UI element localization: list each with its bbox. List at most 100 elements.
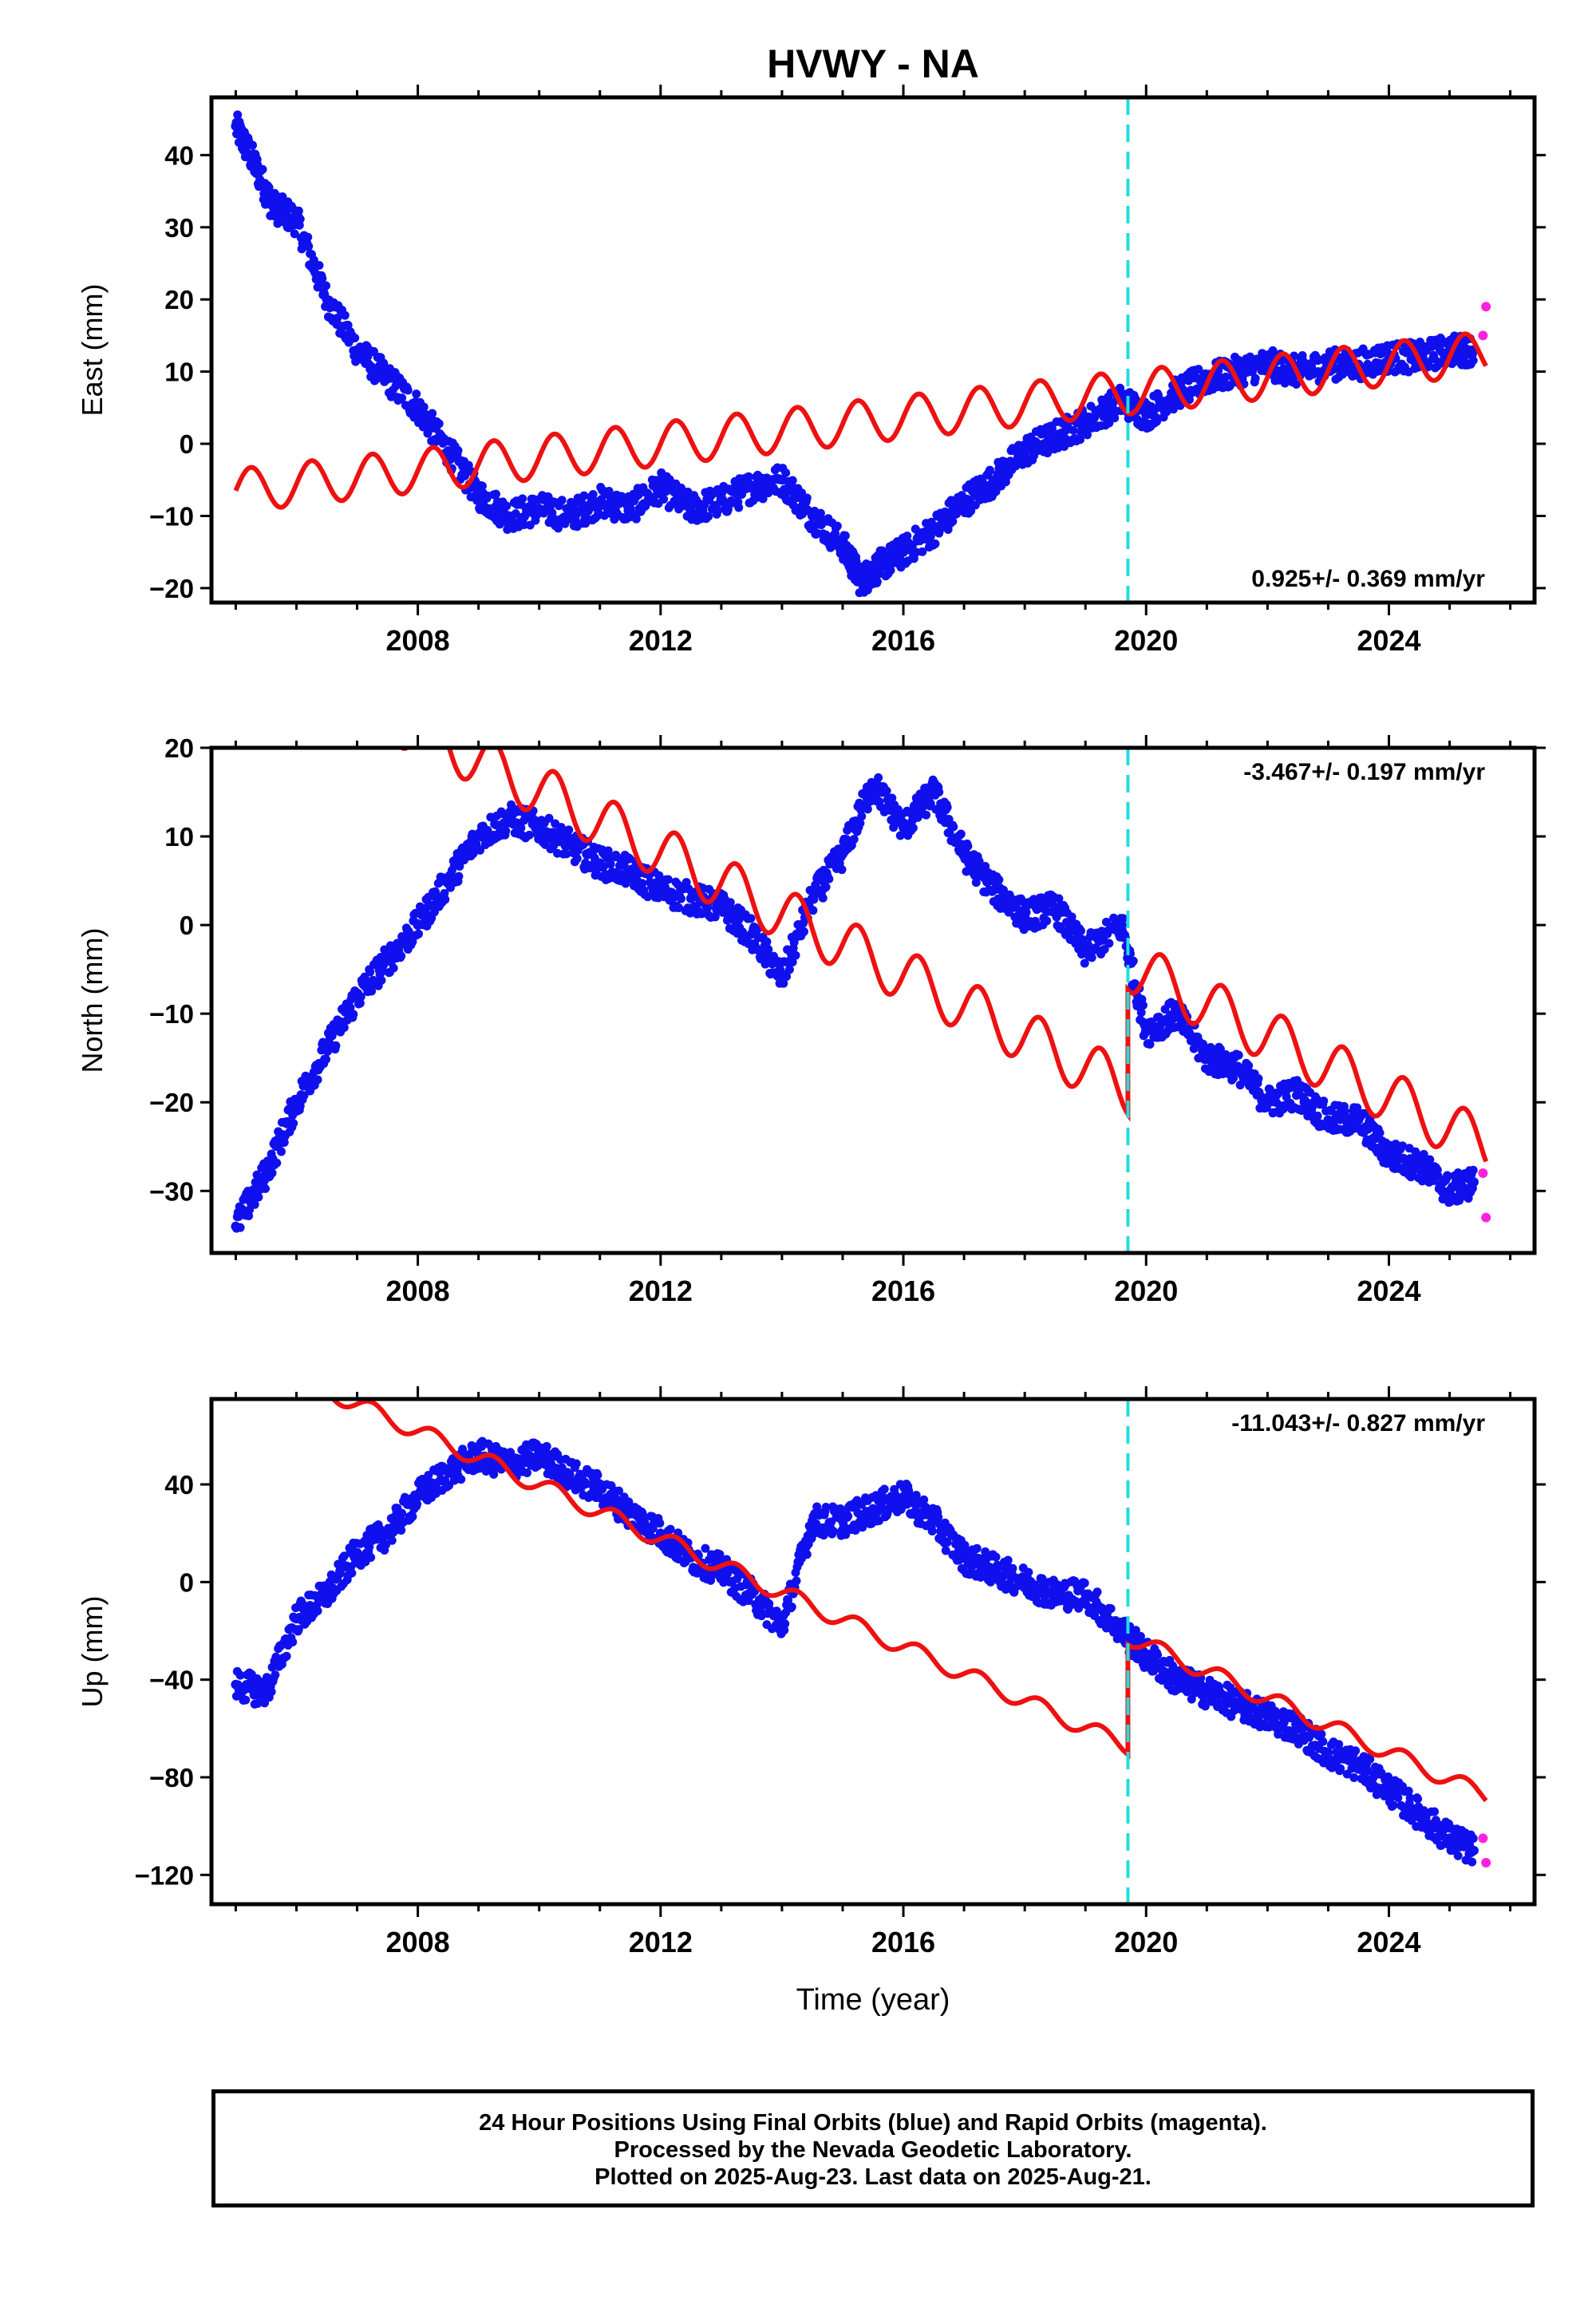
final-orbit-point: [1291, 380, 1301, 389]
final-orbit-point: [1419, 1149, 1428, 1159]
final-orbit-point: [1340, 1106, 1349, 1116]
final-orbit-point: [1138, 1001, 1148, 1010]
final-orbit-point: [424, 1470, 433, 1480]
final-orbit-series: [231, 773, 1479, 1233]
velocity-label: 0.925+/- 0.369 mm/yr: [1251, 566, 1485, 592]
final-orbit-point: [288, 1637, 298, 1646]
final-orbit-point: [780, 1619, 790, 1629]
final-orbit-point: [313, 1606, 322, 1615]
final-orbit-point: [927, 1527, 937, 1536]
final-orbit-point: [1008, 1563, 1017, 1573]
final-orbit-point: [872, 577, 882, 587]
final-orbit-point: [746, 914, 756, 923]
final-orbit-point: [264, 183, 274, 192]
final-orbit-point: [1318, 1737, 1328, 1746]
final-orbit-point: [654, 871, 664, 880]
final-orbit-point: [492, 489, 501, 499]
final-orbit-point: [1080, 958, 1089, 968]
final-orbit-point: [322, 1054, 331, 1064]
final-orbit-point: [1110, 413, 1120, 423]
final-orbit-point: [812, 1502, 822, 1512]
final-orbit-point: [762, 937, 772, 947]
final-orbit-point: [1076, 435, 1085, 445]
final-orbit-point: [1145, 1039, 1155, 1049]
x-tick-label: 2016: [871, 624, 935, 657]
final-orbit-point: [1116, 383, 1125, 393]
final-orbit-point: [887, 793, 897, 803]
final-orbit-point: [366, 1552, 376, 1562]
final-orbit-point: [272, 1158, 282, 1168]
plot-area: [231, 1399, 1491, 1868]
final-orbit-point: [829, 1527, 839, 1536]
model-fit-line: [398, 748, 1489, 1163]
model-fit-line: [233, 331, 1488, 510]
final-orbit-point: [1118, 914, 1128, 923]
final-orbit-point: [571, 1459, 581, 1468]
x-tick-label: 2012: [629, 624, 693, 657]
final-orbit-point: [1128, 956, 1138, 966]
final-orbit-point: [799, 927, 808, 936]
final-orbit-point: [1235, 1081, 1245, 1090]
final-orbit-point: [440, 895, 450, 904]
final-orbit-point: [1168, 405, 1178, 414]
final-orbit-point: [874, 773, 883, 782]
final-orbit-point: [294, 1625, 303, 1634]
final-orbit-point: [1375, 1128, 1385, 1138]
final-orbit-point: [333, 313, 342, 322]
final-orbit-point: [1042, 916, 1052, 926]
final-orbit-point: [260, 1184, 270, 1193]
y-tick-label: −10: [149, 999, 194, 1029]
final-orbit-series: [231, 1437, 1479, 1867]
final-orbit-point: [1136, 1008, 1146, 1018]
x-tick-label: 2008: [386, 624, 450, 657]
final-orbit-point: [971, 878, 981, 887]
final-orbit-point: [843, 1512, 853, 1521]
final-orbit-point: [339, 1023, 349, 1033]
final-orbit-point: [593, 1470, 602, 1480]
final-orbit-point: [1003, 1555, 1013, 1565]
panel-frame: [209, 745, 1537, 1255]
final-orbit-point: [347, 1568, 357, 1578]
y-tick-label: −20: [149, 1088, 194, 1117]
x-tick-label: 2020: [1114, 1275, 1178, 1307]
final-orbit-point: [1433, 1172, 1443, 1181]
x-tick-label: 2016: [871, 1275, 935, 1307]
y-tick-label: 30: [164, 213, 194, 243]
final-orbit-point: [926, 799, 935, 808]
y-tick-label: −30: [149, 1176, 194, 1206]
final-orbit-point: [619, 860, 629, 870]
final-orbit-point: [289, 1119, 298, 1128]
final-orbit-point: [1092, 1587, 1102, 1597]
final-orbit-point: [304, 242, 314, 251]
final-orbit-point: [941, 1546, 950, 1555]
final-orbit-point: [784, 965, 794, 974]
final-orbit-point: [782, 971, 792, 981]
final-orbit-point: [1323, 1748, 1333, 1758]
final-orbit-point: [840, 531, 850, 540]
plot-area: [231, 110, 1491, 598]
final-orbit-point: [1194, 365, 1203, 374]
final-orbit-point: [516, 823, 526, 832]
final-orbit-point: [322, 1047, 332, 1057]
final-orbit-point: [956, 829, 966, 839]
final-orbit-point: [638, 879, 647, 888]
final-orbit-point: [1274, 1729, 1283, 1739]
final-orbit-point: [476, 845, 485, 855]
final-orbit-point: [303, 232, 313, 242]
final-orbit-point: [1334, 1740, 1344, 1749]
final-orbit-point: [666, 1524, 675, 1534]
final-orbit-point: [1215, 1044, 1225, 1053]
final-orbit-point: [604, 487, 614, 496]
y-tick-label: 0: [180, 429, 194, 459]
final-orbit-point: [849, 835, 859, 844]
final-orbit-point: [522, 1468, 531, 1477]
final-orbit-point: [572, 854, 582, 864]
final-orbit-point: [501, 826, 511, 836]
final-orbit-point: [942, 803, 952, 812]
final-orbit-point: [631, 514, 641, 524]
final-orbit-point: [1313, 1111, 1322, 1120]
y-tick-label: 20: [164, 285, 194, 314]
y-tick-label: 10: [164, 822, 194, 852]
